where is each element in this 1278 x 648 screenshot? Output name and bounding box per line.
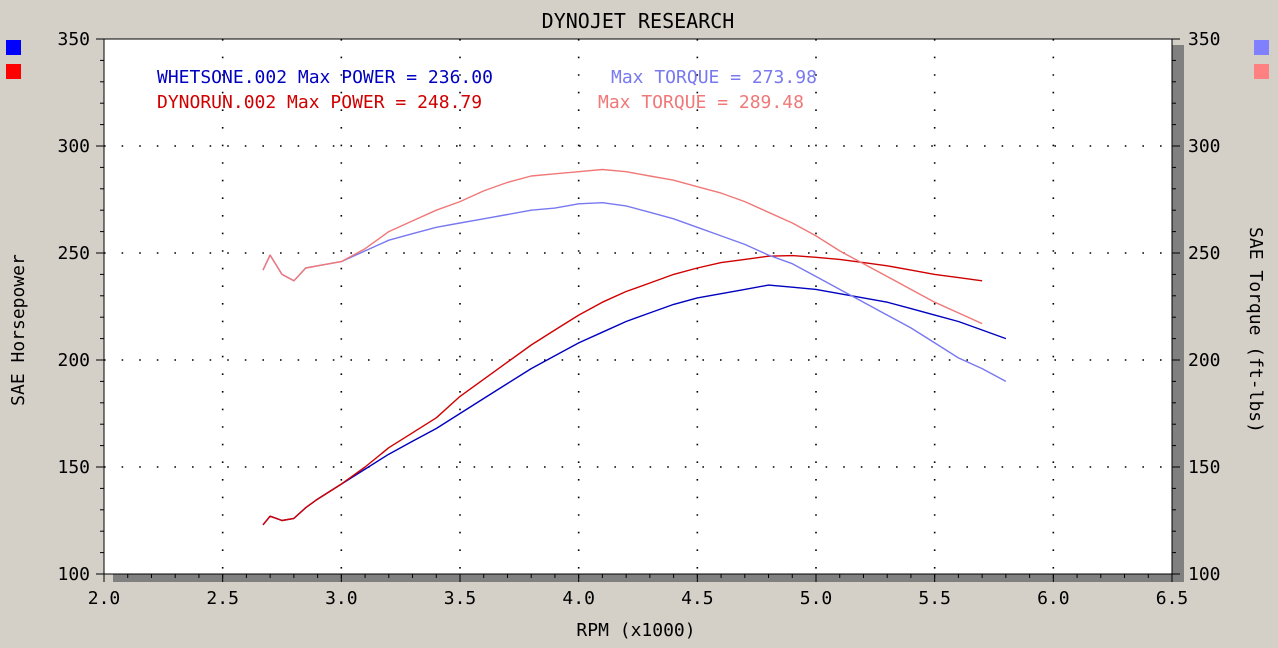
x-tick-label: 4.0 — [562, 588, 595, 609]
right-swatch-torque-2 — [1254, 64, 1269, 79]
right-swatch-torque — [1254, 40, 1269, 55]
x-tick-label: 5.5 — [918, 588, 951, 609]
series-lines — [262, 168, 1007, 526]
y-tick-label-right: 100 — [1188, 564, 1221, 585]
y-axis-label-left: SAE Horsepower — [8, 254, 29, 406]
x-tick-label: 5.0 — [800, 588, 833, 609]
plot-area — [103, 38, 1173, 575]
x-tick-label: 4.5 — [681, 588, 714, 609]
y-tick-label-left: 300 — [57, 136, 90, 157]
y-tick-label-right: 300 — [1188, 136, 1221, 157]
legend-dynorun-torque: Max TORQUE = 289.48 — [598, 92, 804, 113]
chart-title: DYNOJET RESEARCH — [542, 9, 735, 33]
y-tick-label-right: 200 — [1188, 350, 1221, 371]
y-tick-label-right: 250 — [1188, 243, 1221, 264]
x-axis-label: RPM (x1000) — [576, 620, 695, 641]
x-tick-label: 3.0 — [325, 588, 358, 609]
series-line-torque-3 — [262, 168, 983, 325]
y-tick-label-left: 250 — [57, 243, 90, 264]
y-tick-label-right: 150 — [1188, 457, 1221, 478]
left-swatch-power — [6, 40, 21, 55]
y-tick-label-left: 200 — [57, 350, 90, 371]
y-tick-label-left: 350 — [57, 29, 90, 50]
x-tick-label: 2.0 — [88, 588, 121, 609]
series-line-power-1 — [262, 254, 983, 526]
x-tick-label: 6.5 — [1156, 588, 1189, 609]
legend-whetsone-torque: Max TORQUE = 273.98 — [611, 67, 817, 88]
x-tick-label: 3.5 — [444, 588, 477, 609]
x-tick-label: 2.5 — [206, 588, 239, 609]
y-tick-label-left: 150 — [57, 457, 90, 478]
left-swatch-power-2 — [6, 64, 21, 79]
y-tick-label-right: 350 — [1188, 29, 1221, 50]
y-axis-label-right: SAE Torque (ft-lbs) — [1245, 227, 1266, 433]
grid — [104, 39, 1172, 574]
legend-whetsone-power: WHETSONE.002 Max POWER = 236.00 — [157, 67, 493, 88]
y-tick-label-left: 100 — [57, 564, 90, 585]
x-tick-label: 6.0 — [1037, 588, 1070, 609]
ticks: 2.0 2.5 3.0 3.5 4.0 4.5 5.0 5.5 6.0 6.5 100 100 150 1… — [57, 29, 1220, 609]
legend-dynorun-power: DYNORUN.002 Max POWER = 248.79 — [157, 92, 482, 113]
